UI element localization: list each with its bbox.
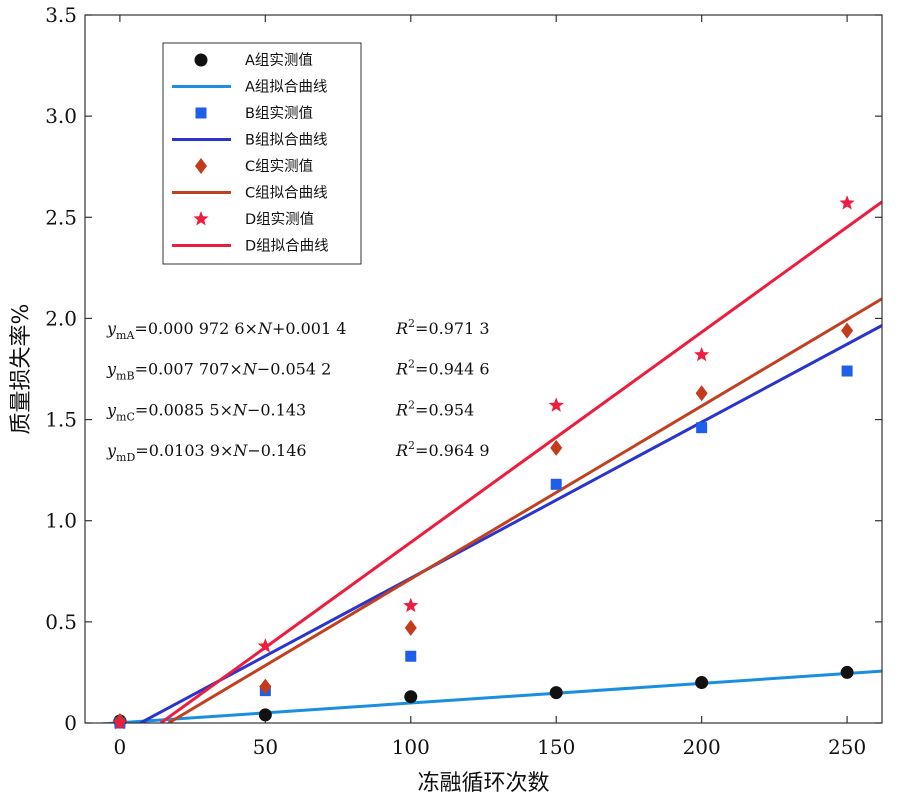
data-point (550, 439, 563, 456)
legend-marker-swatch (194, 53, 208, 67)
fit-equation: ymB=0.007 707×N−0.054 2 (106, 360, 331, 383)
legend-label: A组实测值 (245, 52, 313, 69)
data-point (258, 708, 272, 722)
data-point (696, 422, 708, 434)
x-tick-label: 50 (253, 735, 278, 759)
y-tick-label: 3.0 (45, 104, 77, 128)
legend-label: C组实测值 (245, 158, 313, 175)
r-squared: R2=0.971 3 (395, 317, 490, 338)
fit-line (167, 297, 882, 723)
r-squared: R2=0.964 9 (395, 439, 490, 460)
data-point (405, 650, 417, 662)
fit-equation: ymD=0.0103 9×N−0.146 (106, 441, 307, 464)
x-axis-label: 冻融循环次数 (417, 771, 549, 796)
y-tick-label: 2.0 (45, 306, 77, 330)
x-tick-label: 250 (828, 735, 866, 759)
legend-marker-swatch (195, 107, 207, 119)
data-point (548, 397, 564, 412)
data-point (404, 690, 418, 704)
data-point (550, 478, 562, 490)
data-point (257, 638, 273, 653)
data-point (839, 195, 855, 210)
legend-label: B组拟合曲线 (245, 132, 327, 149)
legend-label: A组拟合曲线 (245, 79, 327, 96)
y-tick-label: 0.5 (45, 610, 77, 634)
r-squared: R2=0.954 (395, 398, 474, 419)
x-tick-label: 100 (392, 735, 430, 759)
y-tick-label: 3.5 (45, 3, 77, 27)
legend-label: D组实测值 (245, 211, 314, 228)
legend-marker-swatch (193, 211, 209, 226)
x-tick-label: 200 (683, 735, 721, 759)
r-squared: R2=0.944 6 (395, 358, 490, 379)
legend-marker-swatch (195, 158, 207, 174)
fit-line (93, 669, 882, 723)
equation-annotations: ymA=0.000 972 6×N+0.001 4 R2=0.971 3 ymB=0… (106, 317, 490, 464)
fit-lines (93, 200, 882, 723)
data-point (841, 365, 853, 377)
data-point (841, 322, 854, 339)
fit-equation: ymC=0.0085 5×N−0.143 (106, 400, 306, 423)
data-points (112, 195, 855, 730)
fit-equation: ymA=0.000 972 6×N+0.001 4 (106, 319, 346, 342)
plot-area-frame (84, 14, 883, 724)
data-point (549, 686, 563, 700)
y-tick-label: 0 (64, 711, 77, 735)
data-point (840, 665, 854, 679)
fit-line (139, 324, 882, 723)
data-point (112, 715, 128, 730)
legend-label: D组拟合曲线 (245, 238, 329, 255)
data-point (694, 346, 710, 362)
legend-label: B组实测值 (245, 105, 313, 122)
y-axis-label: 质量损失率% (9, 304, 34, 435)
axis-ticks: 0 50 100 150 200 250 0 0.5 1.0 1.5 2.0 2.5 3.0 3.5 (45, 3, 882, 759)
legend: A组实测值 A组拟合曲线 B组实测值 B组拟合曲线 C组实测值 C组拟合曲线 D组实测值 D组… (162, 42, 362, 265)
y-tick-label: 1.5 (45, 408, 77, 432)
y-tick-label: 1.0 (45, 509, 77, 533)
data-point (404, 619, 417, 636)
x-tick-label: 150 (537, 735, 575, 759)
legend-label: C组拟合曲线 (245, 185, 328, 202)
data-point (259, 678, 272, 695)
data-point (695, 676, 709, 690)
x-tick-label: 0 (114, 735, 127, 759)
y-tick-label: 2.5 (45, 205, 77, 229)
legend-box (162, 42, 362, 265)
data-point (695, 385, 708, 402)
data-point (403, 597, 419, 613)
fit-line (159, 200, 882, 723)
